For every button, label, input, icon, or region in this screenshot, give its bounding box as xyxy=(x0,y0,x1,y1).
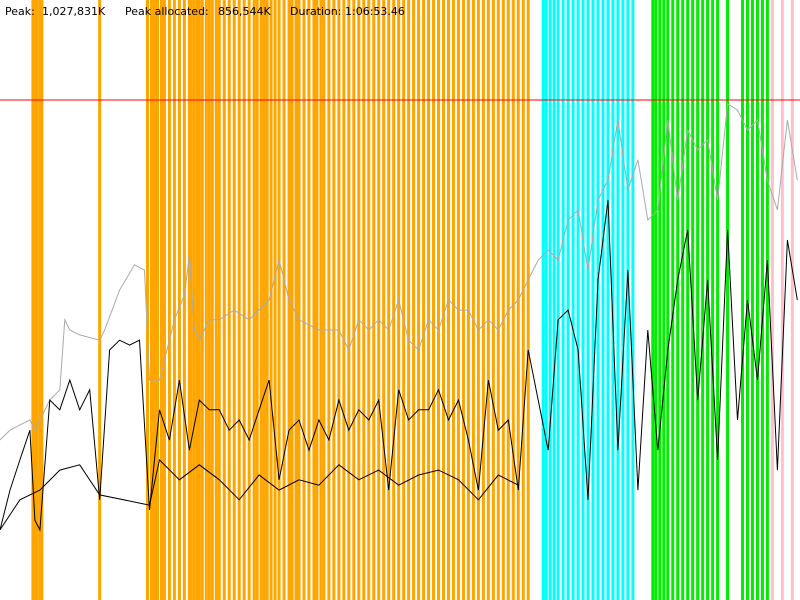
allocated-value: 856,544K xyxy=(218,5,271,18)
duration-value: 1:06:53.46 xyxy=(345,5,405,18)
duration-label: Duration: xyxy=(290,5,341,18)
header: Peak: 1,027,831K Peak allocated: 856,544… xyxy=(5,5,405,18)
peak-value: 1,027,831K xyxy=(42,5,106,18)
series-line xyxy=(0,200,798,532)
series-line xyxy=(0,102,798,441)
series-line xyxy=(0,458,519,531)
peak-label: Peak: xyxy=(5,5,35,18)
allocated-label: Peak allocated: xyxy=(125,5,209,18)
